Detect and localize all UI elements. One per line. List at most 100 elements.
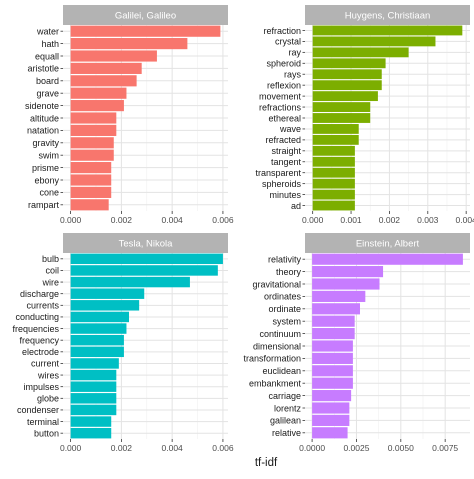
panel-3: Einstein, Albert relativity theory gravitat… [243, 233, 470, 453]
facet-title: Einstein, Albert [356, 239, 420, 250]
bar-continuum [312, 328, 355, 340]
x-tick-label: 0.004 [162, 443, 184, 453]
category-label: terminal [27, 417, 59, 427]
category-label: frequency [19, 335, 59, 345]
bar-refractions [312, 102, 371, 112]
bar-ordinate [312, 303, 360, 315]
category-label: refractions [259, 102, 302, 112]
panel-1: Huygens, Christiaanrefractioncrystalrays… [255, 5, 474, 225]
bar-refraction [312, 25, 463, 36]
bar-ordinates [312, 290, 366, 302]
facet-strip [305, 233, 470, 253]
category-label: electrode [22, 347, 59, 357]
facet-strip [63, 233, 228, 253]
bar-gravitational [312, 278, 380, 290]
category-label: frequencies [12, 324, 59, 334]
category-label: spheroids [262, 179, 302, 189]
category-label: condenser [17, 405, 59, 415]
category-label: embankment [249, 379, 302, 389]
x-tick-label: 0.000 [302, 215, 324, 225]
category-label: equall [35, 51, 59, 61]
bar-coil [70, 265, 218, 276]
bar-water [70, 25, 221, 37]
bar-wave [312, 124, 359, 134]
x-tick-label: 0.006 [212, 443, 234, 453]
category-label: sidenote [25, 101, 59, 111]
category-label: ad [291, 201, 301, 211]
bar-wires [70, 369, 117, 381]
x-tick-label: 0.004 [456, 215, 474, 225]
bar-ray [312, 47, 409, 58]
facet-strip [63, 5, 228, 25]
category-label: reflexion [267, 80, 301, 90]
bar-natation [70, 124, 117, 136]
bar-conducting [70, 311, 129, 323]
bar-current [70, 358, 119, 369]
category-label: lorentz [274, 403, 302, 413]
category-label: coil [45, 266, 59, 276]
category-label: globe [37, 394, 59, 404]
bar-rays [312, 69, 382, 80]
category-label: swim [39, 151, 60, 161]
category-label: movement [259, 91, 302, 101]
bar-transparent [312, 167, 355, 178]
category-label: gravitational [252, 279, 301, 289]
category-label: altitude [30, 113, 59, 123]
x-axis-label: tf-idf [255, 457, 278, 469]
bar-galilean [312, 414, 350, 426]
category-label: hath [41, 39, 59, 49]
bar-hath [70, 38, 188, 50]
bar-cone [70, 186, 112, 198]
bar-frequencies [70, 323, 127, 334]
bar-system [312, 315, 355, 327]
x-tick-label: 0.000 [60, 215, 82, 225]
category-label: galilean [270, 416, 301, 426]
x-tick-label: 0.003 [417, 215, 439, 225]
bar-globe [70, 393, 117, 404]
category-label: wires [37, 370, 60, 380]
x-tick-label: 0.006 [212, 215, 234, 225]
category-label: button [34, 428, 59, 438]
bar-prisme [70, 162, 112, 174]
bar-condenser [70, 404, 117, 416]
category-label: euclidean [262, 366, 301, 376]
bar-button [70, 427, 112, 439]
bar-crystal [312, 36, 436, 47]
bar-electrode [70, 346, 124, 358]
category-label: refracted [265, 135, 301, 145]
category-label: prisme [32, 163, 59, 173]
bar-altitude [70, 112, 117, 124]
bar-swim [70, 149, 114, 161]
category-label: system [272, 317, 301, 327]
bar-aristotle [70, 62, 142, 74]
category-label: current [31, 359, 60, 369]
category-label: transparent [255, 168, 301, 178]
category-label: wave [279, 124, 301, 134]
category-label: spheroid [266, 59, 301, 69]
bar-dimensional [312, 340, 353, 352]
x-tick-label: 0.002 [111, 215, 133, 225]
bar-euclidean [312, 365, 353, 377]
bar-transformation [312, 352, 353, 364]
category-label: gravity [32, 138, 59, 148]
category-label: cone [39, 188, 59, 198]
category-label: board [36, 76, 59, 86]
category-label: tangent [271, 157, 302, 167]
bar-relative [312, 427, 348, 439]
bar-equall [70, 50, 157, 62]
bar-board [70, 75, 137, 87]
category-label: minutes [269, 190, 301, 200]
bar-ethereal [312, 113, 371, 123]
bar-discharge [70, 288, 145, 299]
x-tick-label: 0.002 [111, 443, 133, 453]
x-tick-label: 0.0025 [343, 443, 369, 453]
category-label: carriage [268, 391, 301, 401]
category-label: theory [276, 267, 302, 277]
bar-tangent [312, 156, 355, 167]
category-label: currents [26, 301, 59, 311]
bar-reflexion [312, 80, 382, 91]
bar-currents [70, 300, 140, 311]
category-label: rays [284, 70, 302, 80]
bar-carriage [312, 390, 352, 402]
